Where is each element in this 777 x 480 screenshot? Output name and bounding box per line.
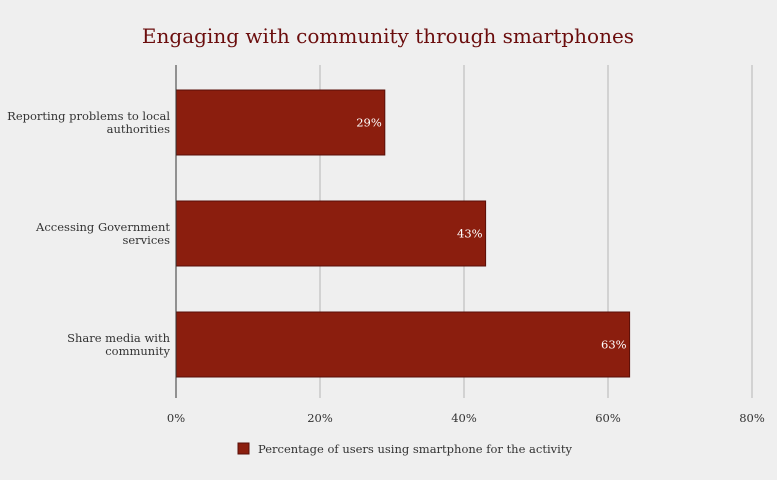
legend: Percentage of users using smartphone for… [237,442,572,456]
x-axis: 0% 20% 40% 60% 80% [167,411,765,425]
data-label: 43% [457,227,483,241]
x-tick-label: 40% [451,411,477,425]
bar [175,89,386,156]
x-tick-label: 60% [595,411,621,425]
data-label: 29% [356,116,382,130]
category-label: services [122,233,170,247]
x-tick-label: 20% [307,411,333,425]
category-label: authorities [107,122,170,136]
bars: 29% 43% 63% [175,89,631,378]
legend-swatch [237,442,250,455]
chart-title: Engaging with community through smartpho… [142,24,634,48]
bar [175,200,487,267]
bar [175,311,631,378]
x-tick-label: 80% [739,411,765,425]
category-label: community [105,344,170,358]
category-label: Share media with [67,331,171,345]
category-label: Reporting problems to local [7,109,170,123]
x-tick-label: 0% [167,411,185,425]
legend-label: Percentage of users using smartphone for… [258,442,572,456]
category-label: Accessing Government [35,220,170,234]
data-label: 63% [601,338,627,352]
